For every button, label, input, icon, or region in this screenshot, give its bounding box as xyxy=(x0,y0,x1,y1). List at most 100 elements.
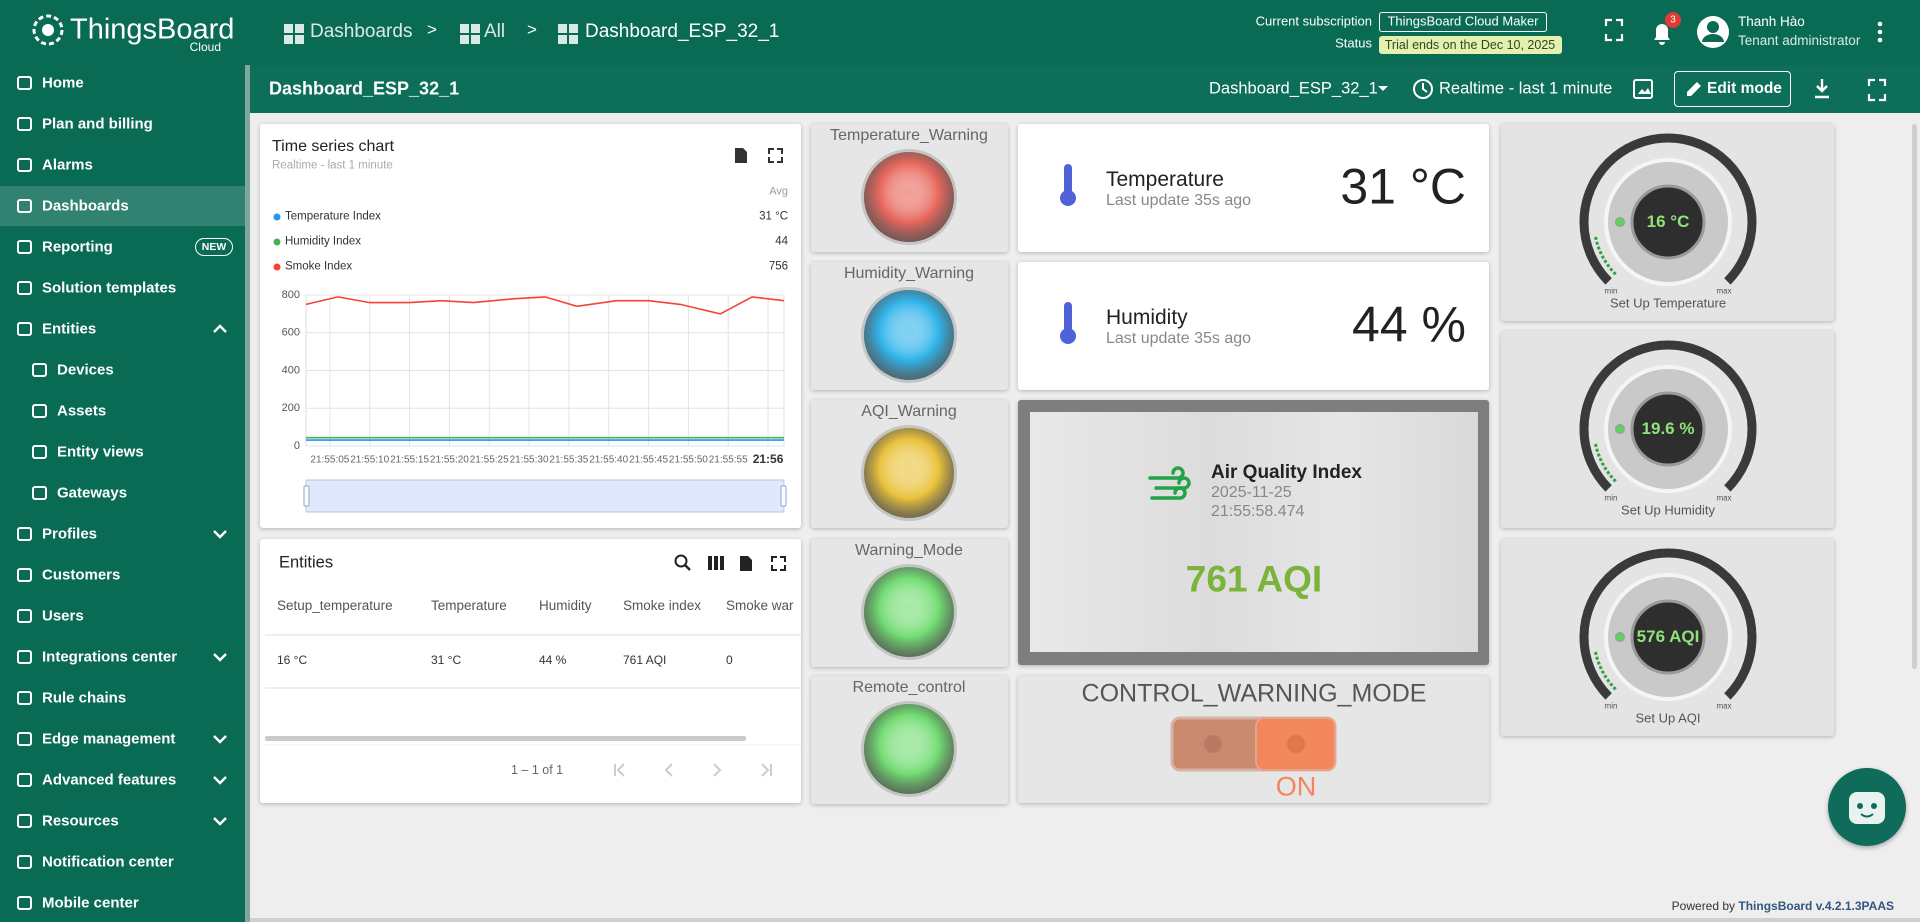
footer-link[interactable]: ThingsBoard v.4.2.1.3PAAS xyxy=(1738,899,1894,913)
nav-item[interactable]: Advanced features xyxy=(42,771,177,789)
nav-item[interactable]: Devices xyxy=(57,361,114,379)
notification-icon xyxy=(1654,24,1670,45)
nav-item[interactable]: Integrations center xyxy=(42,648,178,666)
gauge-led xyxy=(1615,424,1625,434)
legend-label: Smoke Index xyxy=(285,260,353,273)
chatbot-face xyxy=(1849,792,1885,824)
gauge-title: Set Up Humidity xyxy=(1621,502,1715,518)
sidebar: Home Plan and billing Alarms Dashboards Repo… xyxy=(0,65,250,922)
nav-item[interactable]: Assets xyxy=(57,402,107,420)
image-icon xyxy=(1633,79,1653,99)
nav-item[interactable]: Rule chains xyxy=(42,689,127,707)
x-tick-label: 21:55:10 xyxy=(350,455,389,466)
switch-dot xyxy=(1287,735,1305,753)
gauge-max: max xyxy=(1716,701,1732,711)
control-title: CONTROL_WARNING_MODE xyxy=(1081,679,1427,708)
x-tick-label: 21:55:40 xyxy=(589,455,628,466)
card-value: 44 % xyxy=(1352,296,1466,353)
pager-button xyxy=(713,763,722,777)
nav-item[interactable]: Home xyxy=(42,74,84,92)
nav-item[interactable]: Notification center xyxy=(42,853,174,871)
breadcrumb[interactable]: All xyxy=(484,21,506,43)
nav-item[interactable]: Users xyxy=(42,607,84,625)
gauge-title: Set Up Temperature xyxy=(1609,295,1727,311)
nav-icon xyxy=(17,896,32,910)
legend-label: Temperature Index xyxy=(285,210,381,223)
more-icon xyxy=(1877,21,1883,27)
dashboard-toolbar: Dashboard_ESP_32_1 Dashboard_ESP_32_1 Real… xyxy=(250,65,1920,113)
nav-item[interactable]: Plan and billing xyxy=(42,115,153,133)
nav-item[interactable]: Edge management xyxy=(42,730,176,748)
gauge-led xyxy=(1615,217,1625,227)
nav-item[interactable]: Customers xyxy=(42,566,121,584)
gauge-widget: 16 °C min max Set Up Temperature xyxy=(1501,124,1834,321)
gauge-widget: 19.6 % min max Set Up Humidity xyxy=(1501,331,1834,528)
graphic xyxy=(1148,466,1191,500)
graphic xyxy=(17,65,250,922)
search-icon-handle xyxy=(684,564,691,571)
widget-title: Entities xyxy=(279,553,334,572)
led-label: Warning_Mode xyxy=(855,541,963,559)
nav-item[interactable]: Resources xyxy=(42,812,119,830)
led-shine xyxy=(864,428,954,518)
aqi-card: Air Quality Index 2025-11-25 21:55:58.474 7… xyxy=(1018,400,1489,665)
legend-swatch xyxy=(273,263,281,271)
thermometer-icon xyxy=(1064,164,1072,194)
export-icon xyxy=(735,148,747,163)
search-icon xyxy=(674,554,688,568)
chatbot-button[interactable] xyxy=(1828,768,1906,846)
nav-expand xyxy=(213,776,227,785)
led-widget: AQI_Warning xyxy=(811,400,1008,528)
graphic xyxy=(1849,792,1885,824)
dashboard-select[interactable]: Dashboard_ESP_32_1 xyxy=(1209,79,1378,98)
legend-value: 756 xyxy=(768,260,788,273)
dashboard-content: Time series chart Realtime - last 1 minut… xyxy=(250,113,1920,922)
gauge-scale xyxy=(1579,340,1757,492)
nav-item[interactable]: Solution templates xyxy=(42,279,177,297)
x-tick-label: 21:55:05 xyxy=(310,455,349,466)
nav-expand xyxy=(213,735,227,744)
column-header: Setup_temperature xyxy=(277,598,393,614)
nav-icon xyxy=(32,445,47,459)
aqi-value: 761 AQI xyxy=(1185,558,1323,600)
zoom-slider xyxy=(305,479,785,513)
breadcrumb[interactable]: Dashboard_ESP_32_1 xyxy=(585,21,780,43)
avatar-body xyxy=(1702,34,1724,42)
nav-item[interactable]: Entity views xyxy=(57,443,144,461)
nav-item[interactable]: Gateways xyxy=(57,484,128,502)
nav-item[interactable]: Dashboards xyxy=(42,197,129,215)
gauge-scale xyxy=(1579,548,1757,700)
nav-item[interactable]: Profiles xyxy=(42,525,98,543)
nav-item[interactable]: Alarms xyxy=(42,156,93,174)
notification-count: 3 xyxy=(1670,14,1676,26)
wind-icon xyxy=(1150,486,1187,500)
gauge-value: 16 °C xyxy=(1646,212,1690,232)
nav-icon xyxy=(17,199,32,213)
wind-icon xyxy=(1148,466,1185,480)
graphic xyxy=(861,287,957,383)
breadcrumb[interactable]: Dashboards xyxy=(310,21,413,43)
breadcrumb-icon xyxy=(471,24,480,33)
nav-item[interactable]: Entities xyxy=(42,320,97,338)
x-tick-label: 21:55:45 xyxy=(629,455,668,466)
value-card: Humidity Last update 35s ago 44 % xyxy=(1018,262,1489,390)
graphic xyxy=(1060,302,1076,344)
gauge-min: min xyxy=(1604,701,1618,711)
gauge-value: 576 AQI xyxy=(1636,627,1700,647)
edit-mode-label: Edit mode xyxy=(1707,80,1782,98)
nav-active xyxy=(0,186,245,226)
y-tick-label: 200 xyxy=(282,402,300,414)
user-name[interactable]: Thanh Hào xyxy=(1738,14,1805,30)
led-shine xyxy=(864,290,954,380)
column-header: Smoke war xyxy=(726,598,794,614)
nav-item[interactable]: Mobile center xyxy=(42,894,139,912)
chatbot-mouth xyxy=(1860,813,1874,818)
timewindow[interactable]: Realtime - last 1 minute xyxy=(1439,79,1613,98)
breadcrumb-separator: > xyxy=(427,20,437,40)
nav-item[interactable]: Reporting xyxy=(42,238,113,256)
edit-mode-button[interactable] xyxy=(1674,71,1791,107)
gauge-center xyxy=(1630,391,1706,467)
legend-value: 44 xyxy=(775,235,788,248)
gauge-min: min xyxy=(1604,286,1618,296)
